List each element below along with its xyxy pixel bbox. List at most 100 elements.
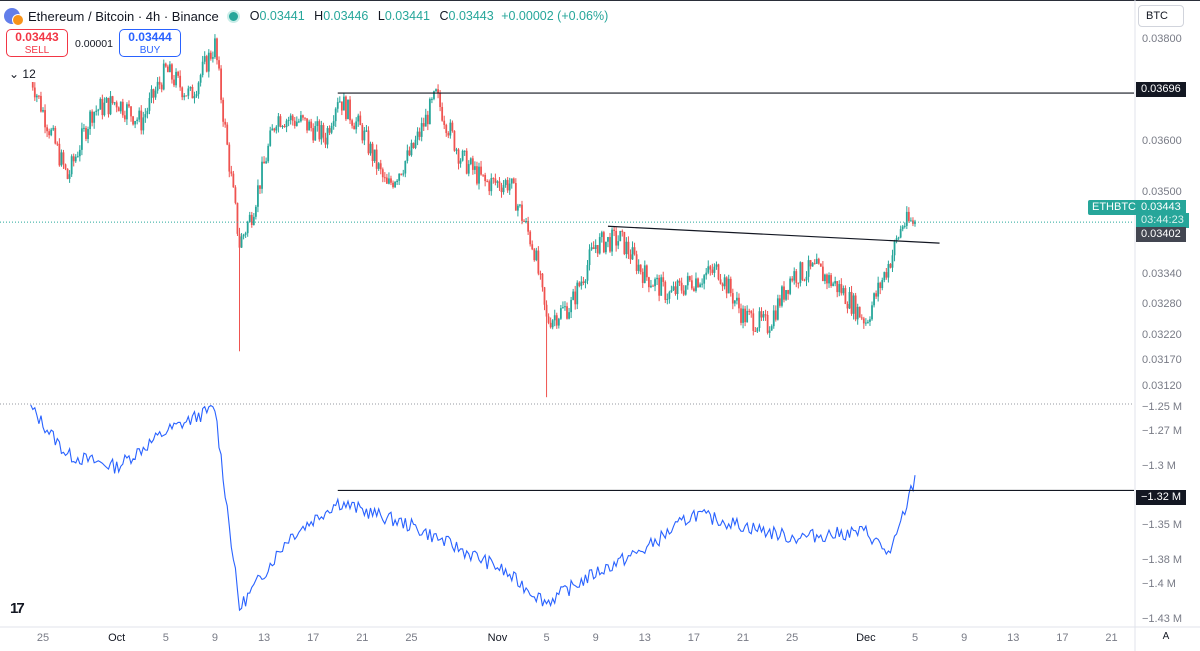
candle-body bbox=[828, 275, 830, 284]
candle-body bbox=[46, 127, 48, 132]
price-axis-label: 0.03220 bbox=[1142, 328, 1182, 341]
indicator-axis-label: −1.4 M bbox=[1142, 577, 1176, 590]
candle-body bbox=[38, 95, 40, 97]
candle-body bbox=[199, 75, 202, 83]
candle-body bbox=[164, 63, 167, 67]
candle-body bbox=[207, 52, 210, 72]
price-axis-label: 0.03500 bbox=[1142, 186, 1182, 199]
candle-body bbox=[99, 98, 102, 110]
candle-body bbox=[713, 266, 716, 273]
candle-body bbox=[232, 173, 235, 188]
candle-body bbox=[545, 304, 548, 317]
candle-body bbox=[203, 56, 206, 62]
candle-body bbox=[836, 281, 839, 293]
candle-body bbox=[680, 282, 683, 291]
candle-body bbox=[744, 308, 747, 323]
auto-scale-button[interactable]: A bbox=[1162, 631, 1170, 642]
indicator-axis-label: −1.43 M bbox=[1142, 613, 1183, 625]
candle-body bbox=[826, 274, 828, 284]
indicator-axis-label: −1.38 M bbox=[1142, 554, 1183, 567]
candle-body bbox=[873, 293, 875, 306]
candle-body bbox=[832, 283, 835, 286]
indicator-axis-label: −1.3 M bbox=[1142, 459, 1176, 472]
candle-body bbox=[504, 180, 507, 186]
candle-body bbox=[330, 125, 333, 133]
candle-body bbox=[467, 164, 470, 174]
candle-body bbox=[226, 124, 229, 145]
candle-body bbox=[216, 38, 218, 61]
candle-body bbox=[103, 102, 106, 116]
time-axis-label: 5 bbox=[162, 632, 169, 644]
buy-button[interactable]: 0.03444 BUY bbox=[119, 29, 181, 57]
candle-body bbox=[652, 285, 654, 287]
candle-body bbox=[840, 284, 843, 294]
candle-body bbox=[351, 120, 353, 126]
candle-body bbox=[772, 310, 775, 327]
candle-body bbox=[838, 284, 841, 293]
candle-body bbox=[678, 280, 681, 283]
candle-body bbox=[136, 119, 139, 122]
buy-label: BUY bbox=[139, 45, 161, 56]
candle-body bbox=[179, 75, 182, 88]
candle-body bbox=[101, 98, 104, 116]
candle-body bbox=[848, 291, 851, 309]
candle-body bbox=[62, 152, 65, 165]
candle-body bbox=[78, 149, 81, 157]
price-axis-label: 0.03280 bbox=[1142, 298, 1182, 311]
candle-body bbox=[220, 68, 222, 100]
candle-body bbox=[275, 126, 278, 131]
candle-body bbox=[901, 226, 904, 230]
candle-body bbox=[287, 120, 290, 122]
candle-body bbox=[428, 99, 431, 125]
candle-body bbox=[559, 308, 562, 319]
tradingview-logo-icon[interactable]: 17 bbox=[10, 600, 25, 617]
candle-body bbox=[899, 229, 902, 238]
candle-body bbox=[271, 128, 274, 131]
time-axis-label: 13 bbox=[1007, 632, 1020, 644]
candle-body bbox=[592, 247, 595, 250]
candle-body bbox=[885, 272, 888, 278]
candle-body bbox=[42, 110, 44, 112]
candle-body bbox=[365, 130, 368, 132]
candle-body bbox=[461, 150, 464, 161]
candle-body bbox=[64, 164, 67, 169]
candle-body bbox=[435, 89, 437, 92]
candle-body bbox=[623, 231, 626, 255]
candle-body bbox=[218, 60, 220, 69]
candle-body bbox=[660, 277, 663, 296]
candle-body bbox=[631, 247, 634, 260]
candle-body bbox=[383, 177, 386, 179]
candle-body bbox=[52, 127, 55, 130]
candle-body bbox=[805, 276, 808, 281]
candle-body bbox=[711, 269, 714, 273]
time-axis-label: 21 bbox=[1105, 632, 1118, 644]
candle-body bbox=[373, 149, 376, 161]
candle-body bbox=[594, 245, 597, 250]
candle-body bbox=[846, 304, 849, 309]
candle-body bbox=[568, 312, 570, 319]
sell-label: SELL bbox=[24, 45, 50, 56]
candle-body bbox=[160, 84, 163, 90]
indicator-axis-label: −1.35 M bbox=[1142, 518, 1183, 531]
sell-button[interactable]: 0.03443 SELL bbox=[6, 29, 68, 57]
collapse-indicators-button[interactable]: ⌄ 12 bbox=[6, 66, 39, 82]
candle-body bbox=[574, 291, 577, 305]
candle-body bbox=[791, 278, 794, 281]
candle-body bbox=[789, 278, 792, 294]
candle-body bbox=[588, 249, 591, 266]
change-value: +0.00002 (+0.06%) bbox=[501, 9, 609, 23]
candle-body bbox=[512, 178, 515, 184]
candle-body bbox=[265, 161, 268, 164]
indicator-line bbox=[30, 404, 916, 612]
candle-body bbox=[494, 178, 497, 183]
candle-body bbox=[457, 149, 460, 164]
candle-body bbox=[598, 237, 601, 254]
currency-button[interactable]: BTC bbox=[1138, 5, 1184, 27]
candle-body bbox=[93, 111, 96, 123]
candle-body bbox=[752, 313, 755, 331]
candle-body bbox=[371, 143, 374, 161]
candle-body bbox=[650, 285, 652, 288]
symbol-title[interactable]: Ethereum / Bitcoin · 4h · Binance bbox=[28, 8, 219, 24]
candle-body bbox=[40, 95, 42, 112]
